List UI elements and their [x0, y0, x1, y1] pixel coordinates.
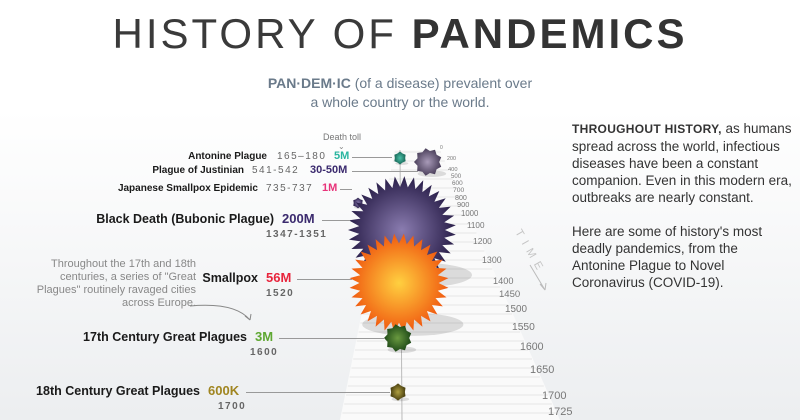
pandemic-name: Antonine Plague — [188, 151, 267, 162]
intro-p2: Here are some of history's most deadly p… — [572, 224, 763, 290]
year-tick-label: 1450 — [499, 289, 521, 300]
year-tick-label: 0 — [440, 145, 443, 151]
year-tick-label: 1100 — [467, 221, 485, 230]
year-tick-label: 200 — [447, 156, 456, 162]
year-tick-label: 1650 — [530, 364, 555, 376]
pandemic-bubble — [414, 148, 442, 176]
page-title: HISTORY OF PANDEMICS — [0, 10, 800, 58]
pandemic-death-toll: 3M — [255, 329, 274, 344]
year-tick-label: 1300 — [482, 255, 502, 265]
intro-lead: THROUGHOUT HISTORY, — [572, 122, 722, 136]
pandemic-name: Smallpox — [202, 271, 258, 285]
year-tick-label: 400 — [448, 167, 458, 173]
year-tick-label: 1400 — [493, 276, 514, 286]
year-tick-label: 1725 — [548, 406, 573, 418]
title-bold: PANDEMICS — [411, 10, 688, 57]
pandemic-name: 18th Century Great Plagues — [36, 384, 200, 398]
definition: PAN·DEM·IC (of a disease) prevalent over… — [0, 74, 800, 112]
pandemic-death-toll: 56M — [266, 270, 292, 285]
year-tick-label: 1500 — [505, 304, 527, 315]
pandemic-death-toll: 30-50M — [310, 164, 348, 176]
pandemic-death-toll: 1M — [322, 182, 338, 194]
note-arrow-icon — [189, 304, 252, 321]
pandemic-name: Plague of Justinian — [152, 165, 244, 176]
pandemic-years: 1520 — [266, 288, 295, 299]
leader-line — [297, 279, 352, 280]
leader-line — [279, 338, 385, 339]
year-tick-label: 1600 — [520, 341, 544, 353]
title-light: HISTORY OF — [112, 10, 397, 57]
pandemic-years: 1700 — [218, 401, 247, 412]
year-tick-label: 600 — [452, 180, 463, 187]
time-axis-label: TIME — [512, 228, 548, 278]
pandemic-bubble — [384, 324, 412, 352]
definition-term: PAN·DEM·IC — [267, 75, 351, 91]
intro-text: THROUGHOUT HISTORY, as humans spread acr… — [572, 120, 792, 291]
pandemic-name: Japanese Smallpox Epidemic — [117, 183, 258, 194]
year-tick-label: 900 — [457, 200, 470, 209]
year-tick-label: 800 — [455, 194, 467, 202]
pandemic-bubble — [349, 233, 449, 333]
leader-line — [340, 189, 352, 190]
chevron-down-icon: ⌄ — [338, 142, 345, 151]
definition-text-2: a whole country or the world. — [310, 94, 490, 110]
pandemic-bubble — [390, 383, 406, 401]
year-tick-label: 1000 — [461, 209, 479, 218]
death-toll-header: Death toll — [323, 132, 362, 142]
leader-line — [352, 157, 392, 158]
year-tick-label: 500 — [451, 174, 462, 180]
leader-line — [352, 171, 418, 172]
year-tick-label: 1550 — [512, 322, 535, 333]
pandemic-years: 1347-1351 — [266, 229, 328, 240]
pandemic-years: 541-542 — [252, 165, 300, 176]
time-arrow-icon — [529, 264, 547, 291]
leader-line — [322, 220, 350, 221]
pandemic-years: 1600 — [250, 347, 279, 358]
pandemic-bubble — [394, 151, 406, 165]
year-tick-label: 1700 — [542, 390, 567, 402]
pandemic-name: 17th Century Great Plagues — [83, 330, 247, 344]
pandemic-years: 165–180 — [277, 151, 327, 162]
pandemic-death-toll: 5M — [334, 150, 350, 162]
pandemic-death-toll: 600K — [208, 383, 240, 398]
leader-line — [246, 392, 390, 393]
year-tick-label: 1200 — [473, 236, 492, 246]
year-tick-label: 700 — [453, 187, 465, 194]
great-plagues-note: Throughout the 17th and 18th centuries, … — [36, 258, 196, 309]
intro-p1: as humans spread across the world, infec… — [572, 121, 792, 205]
definition-text: (of a disease) prevalent over — [350, 75, 533, 91]
pandemic-death-toll: 200M — [282, 211, 315, 226]
pandemic-name: Black Death (Bubonic Plague) — [96, 212, 274, 226]
pandemic-years: 735-737 — [266, 183, 314, 194]
